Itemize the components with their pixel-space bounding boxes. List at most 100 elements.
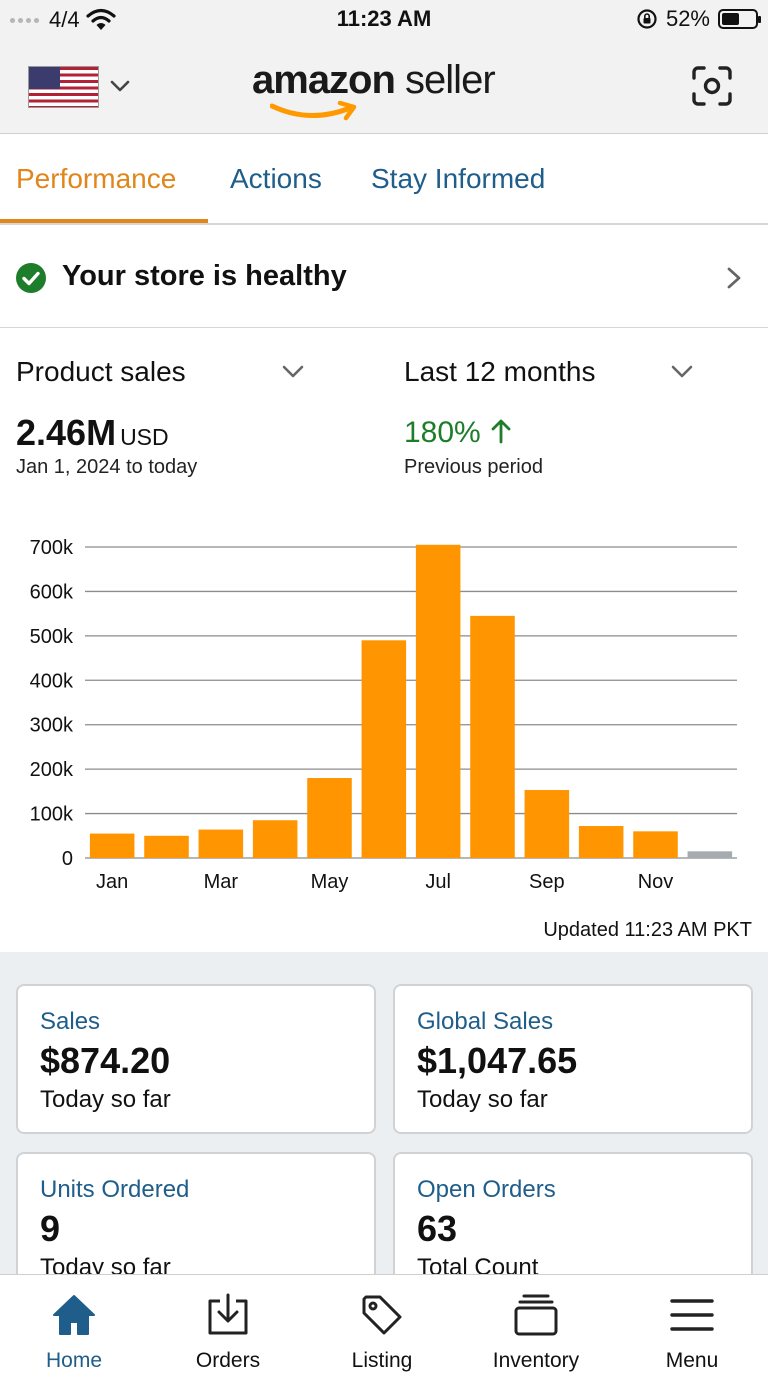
sales-total-unit: USD xyxy=(120,424,169,450)
brand-text: amazon seller xyxy=(252,58,522,103)
carrier-text: 4/4 xyxy=(49,7,80,32)
tab-bar: Performance Actions Stay Informed xyxy=(0,135,768,225)
store-health-text: Your store is healthy xyxy=(62,260,347,292)
app-header: amazon seller xyxy=(0,44,768,134)
bottom-nav: Home Orders Listing Inventory Menu xyxy=(0,1274,768,1376)
check-circle-icon xyxy=(16,263,46,293)
inventory-stack-icon xyxy=(514,1294,558,1336)
store-health-row[interactable]: Your store is healthy xyxy=(0,228,768,328)
bar-jan xyxy=(89,833,135,858)
chevron-down-icon[interactable] xyxy=(280,358,306,384)
open-orders-card[interactable]: Open Orders 63 Total Count xyxy=(393,1152,753,1292)
smile-arrow-icon xyxy=(270,100,357,121)
summary-cards: Sales $874.20 Today so far Global Sales … xyxy=(0,952,768,1292)
nav-inventory[interactable]: Inventory xyxy=(459,1275,613,1376)
status-right: 52% xyxy=(636,6,761,32)
nav-label: Listing xyxy=(351,1349,413,1372)
battery-level xyxy=(722,13,739,25)
bar-jun xyxy=(361,640,407,858)
bar-aug xyxy=(470,615,515,858)
battery-icon xyxy=(718,9,761,29)
y-tick-label: 0 xyxy=(62,848,73,870)
amazon-seller-logo: amazon seller xyxy=(252,58,522,122)
status-time: 11:23 AM xyxy=(336,6,432,31)
nav-label: Menu xyxy=(665,1349,719,1372)
card-value: 63 xyxy=(417,1208,458,1249)
chevron-right-icon xyxy=(727,267,741,289)
sales-card[interactable]: Sales $874.20 Today so far xyxy=(16,984,376,1134)
card-value: $1,047.65 xyxy=(417,1040,578,1081)
status-left: 4/4 xyxy=(10,7,116,33)
x-tick-label: Nov xyxy=(638,871,674,893)
y-tick-label: 100k xyxy=(30,804,74,826)
flag-canton xyxy=(29,67,60,89)
card-value: 9 xyxy=(40,1208,61,1249)
card-title: Open Orders xyxy=(417,1176,556,1203)
x-tick-label: Mar xyxy=(204,871,239,893)
bar-jul xyxy=(415,544,461,858)
active-tab-indicator xyxy=(0,219,208,223)
tab-stay-informed[interactable]: Stay Informed xyxy=(371,163,546,194)
orientation-lock-icon xyxy=(637,9,657,29)
signal-dots-icon xyxy=(10,17,39,23)
period-select[interactable]: Last 12 months xyxy=(404,356,596,387)
bar-may xyxy=(307,778,352,858)
metric-select[interactable]: Product sales xyxy=(16,356,186,387)
nav-label: Inventory xyxy=(492,1349,580,1372)
y-tick-label: 300k xyxy=(30,715,74,737)
chevron-down-icon[interactable] xyxy=(108,74,132,98)
x-tick-label: Jan xyxy=(96,871,128,893)
card-title: Units Ordered xyxy=(40,1176,190,1203)
home-icon xyxy=(53,1295,95,1335)
menu-icon xyxy=(670,1299,714,1331)
percent-change-caption: Previous period xyxy=(404,456,543,478)
brand-light: seller xyxy=(394,58,496,102)
updated-timestamp: Updated 11:23 AM PKT xyxy=(543,919,752,941)
bar-apr xyxy=(252,820,298,858)
orders-download-icon xyxy=(208,1293,248,1335)
x-tick-label: May xyxy=(311,871,349,893)
tab-actions[interactable]: Actions xyxy=(230,163,322,194)
bar-nov xyxy=(633,831,678,858)
nav-orders[interactable]: Orders xyxy=(151,1275,305,1376)
x-tick-label: Jul xyxy=(425,871,451,893)
card-subtitle: Today so far xyxy=(417,1086,548,1113)
bar-oct xyxy=(578,826,624,858)
card-value: $874.20 xyxy=(40,1040,171,1081)
us-flag-icon[interactable] xyxy=(28,66,99,108)
y-tick-label: 600k xyxy=(30,581,74,603)
bar-dec xyxy=(687,851,733,858)
bar-feb xyxy=(144,835,189,858)
bar-mar xyxy=(198,829,244,858)
y-tick-label: 700k xyxy=(30,537,74,559)
tab-performance[interactable]: Performance xyxy=(16,163,177,194)
y-tick-label: 500k xyxy=(30,626,74,648)
brand-bold: amazon xyxy=(252,58,396,102)
scan-icon[interactable] xyxy=(690,64,734,108)
wifi-icon xyxy=(85,8,116,30)
nav-home[interactable]: Home xyxy=(0,1275,151,1376)
y-tick-label: 400k xyxy=(30,670,74,692)
battery-percent: 52% xyxy=(665,6,710,31)
bar-sep xyxy=(524,790,570,858)
nav-menu[interactable]: Menu xyxy=(615,1275,768,1376)
sales-bar-chart: 0 100k 200k 300k 400k 500k 600k 700k Jan Mar May Ju… xyxy=(30,537,737,893)
x-tick-label: Sep xyxy=(529,871,565,893)
status-bar: 4/4 11:23 AM 52% xyxy=(0,0,768,44)
arrow-up-icon xyxy=(491,419,511,444)
card-title: Global Sales xyxy=(417,1008,554,1035)
tag-icon xyxy=(362,1295,402,1335)
sales-total-value: 2.46M xyxy=(16,412,117,453)
date-range: Jan 1, 2024 to today xyxy=(16,456,198,478)
y-tick-label: 200k xyxy=(30,759,74,781)
card-title: Sales xyxy=(40,1008,101,1035)
card-subtitle: Today so far xyxy=(40,1086,171,1113)
chevron-down-icon[interactable] xyxy=(669,358,695,384)
nav-label: Home xyxy=(45,1349,103,1372)
units-ordered-card[interactable]: Units Ordered 9 Today so far xyxy=(16,1152,376,1292)
sales-total: 2.46M USD xyxy=(16,412,169,454)
percent-change: 180% xyxy=(404,416,513,450)
nav-listing[interactable]: Listing xyxy=(305,1275,459,1376)
nav-label: Orders xyxy=(195,1349,261,1372)
global-sales-card[interactable]: Global Sales $1,047.65 Today so far xyxy=(393,984,753,1134)
